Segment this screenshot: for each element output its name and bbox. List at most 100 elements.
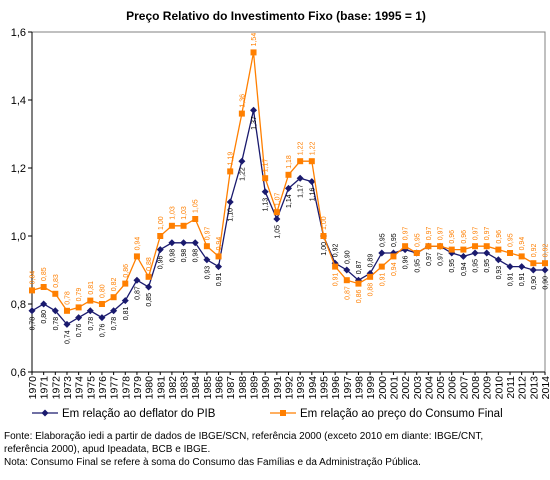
series-1-marker [168, 239, 176, 247]
series-2-marker [507, 250, 514, 256]
data-label-deflator-pib: 0,74 [64, 330, 71, 344]
series-2-marker [250, 49, 257, 56]
series-1-marker [343, 266, 351, 274]
x-tick-label: 2006 [447, 376, 459, 400]
x-tick-label: 1990 [260, 376, 272, 400]
series-1-marker [506, 263, 514, 271]
data-label-consumo-final: 0,87 [344, 286, 351, 300]
data-label-consumo-final: 1,54 [251, 33, 258, 47]
x-tick-label: 2007 [458, 376, 470, 400]
data-label-deflator-pib: 0,90 [344, 250, 351, 264]
data-label-deflator-pib: 0,76 [76, 323, 83, 337]
legend-marker-consumo [280, 410, 286, 416]
series-2-marker [215, 253, 222, 260]
series-1-marker [145, 283, 153, 291]
series-2-marker [390, 253, 397, 260]
series-1-marker [238, 157, 246, 165]
x-tick-label: 1992 [284, 376, 296, 400]
series-2-marker [483, 243, 490, 250]
data-label-consumo-final: 1,05 [193, 199, 200, 213]
data-label-deflator-pib: 1,13 [263, 198, 270, 212]
y-tick-label: 0,8 [11, 299, 26, 311]
data-label-consumo-final: 0,82 [111, 277, 118, 291]
data-label-deflator-pib: 1,17 [298, 184, 305, 198]
series-2-marker [133, 253, 140, 260]
x-tick-label: 1985 [202, 376, 214, 400]
series-1-marker [121, 297, 129, 305]
series-2-marker [402, 243, 409, 250]
data-label-deflator-pib: 0,91 [508, 272, 515, 286]
data-label-consumo-final: 0,94 [391, 262, 398, 276]
data-label-consumo-final: 1,03 [169, 206, 176, 220]
data-label-deflator-pib: 0,90 [543, 276, 550, 290]
data-label-deflator-pib: 0,95 [379, 233, 386, 247]
series-1-marker [203, 256, 211, 264]
consumption-note: Nota: Consumo Final se refere à soma do … [4, 457, 421, 468]
data-label-deflator-pib: 0,92 [333, 243, 340, 257]
data-label-consumo-final: 0,91 [333, 272, 340, 286]
series-2-marker [437, 243, 444, 250]
series-1-marker [471, 249, 479, 257]
series-2-marker [448, 246, 455, 253]
x-tick-label: 1987 [225, 376, 237, 400]
x-tick-label: 2004 [423, 376, 435, 400]
series-2-marker [413, 250, 420, 256]
x-tick-label: 1986 [214, 376, 226, 400]
series-1-marker [98, 314, 106, 322]
data-label-consumo-final: 0,92 [543, 243, 550, 257]
series-2-marker [297, 158, 304, 165]
x-tick-label: 1983 [179, 376, 191, 400]
series-2-marker [203, 243, 210, 250]
data-label-consumo-final: 0,88 [146, 257, 153, 271]
series-1-marker [378, 249, 386, 257]
y-tick-label: 1,4 [11, 95, 26, 107]
data-label-deflator-pib: 0,95 [473, 259, 480, 273]
y-tick-label: 1,6 [11, 27, 26, 39]
data-label-consumo-final: 1,03 [181, 206, 188, 220]
data-label-consumo-final: 0,78 [64, 291, 71, 305]
series-2-marker [542, 260, 548, 267]
data-label-consumo-final: 0,94 [134, 237, 141, 251]
legend-marker-deflator [41, 409, 49, 417]
series-2-marker [75, 304, 82, 311]
data-label-consumo-final: 0,96 [449, 230, 456, 244]
data-label-consumo-final: 0,83 [53, 274, 60, 288]
x-tick-label: 1974 [74, 376, 86, 400]
series-2-marker [273, 209, 280, 216]
data-label-deflator-pib: 1,00 [321, 242, 328, 256]
x-tick-label: 1970 [27, 376, 39, 400]
x-tick-label: 2000 [377, 376, 389, 400]
x-tick-label: 2001 [388, 376, 400, 400]
series-1-marker [518, 263, 526, 271]
x-tick-label: 1977 [109, 376, 121, 400]
y-tick-label: 1,2 [11, 163, 26, 175]
series-2-marker [518, 253, 525, 260]
data-label-deflator-pib: 0,78 [111, 317, 118, 331]
data-label-consumo-final: 0,80 [99, 284, 106, 298]
data-label-deflator-pib: 0,87 [356, 260, 363, 274]
data-label-consumo-final: 0,95 [508, 233, 515, 247]
data-label-consumo-final: 0,84 [30, 271, 37, 285]
series-2-marker [180, 222, 187, 229]
data-label-deflator-pib: 0,95 [391, 233, 398, 247]
x-tick-label: 2011 [505, 376, 517, 399]
data-label-consumo-final: 0,97 [426, 226, 433, 240]
data-label-deflator-pib: 1,05 [274, 225, 281, 239]
data-label-deflator-pib: 0,98 [193, 249, 200, 263]
series-1-marker [250, 106, 258, 114]
series-1-marker [28, 307, 36, 315]
series-2-marker [63, 307, 70, 314]
data-label-deflator-pib: 0,94 [461, 262, 468, 276]
series-1-marker [191, 239, 199, 247]
data-label-deflator-pib: 1,22 [239, 167, 246, 181]
data-label-deflator-pib: 0,95 [414, 259, 421, 273]
series-2-marker [87, 297, 94, 304]
series-2-marker [495, 246, 502, 253]
data-label-deflator-pib: 0,78 [30, 317, 37, 331]
x-tick-label: 2005 [435, 376, 447, 400]
legend-label-consumo: Em relação ao preço do Consumo Final [300, 408, 503, 420]
source-notes: Fonte: Elaboração iedi a partir de dados… [4, 430, 549, 469]
series-2-marker [227, 168, 234, 175]
x-tick-label: 1976 [97, 376, 109, 400]
data-label-deflator-pib: 0,96 [158, 255, 165, 269]
